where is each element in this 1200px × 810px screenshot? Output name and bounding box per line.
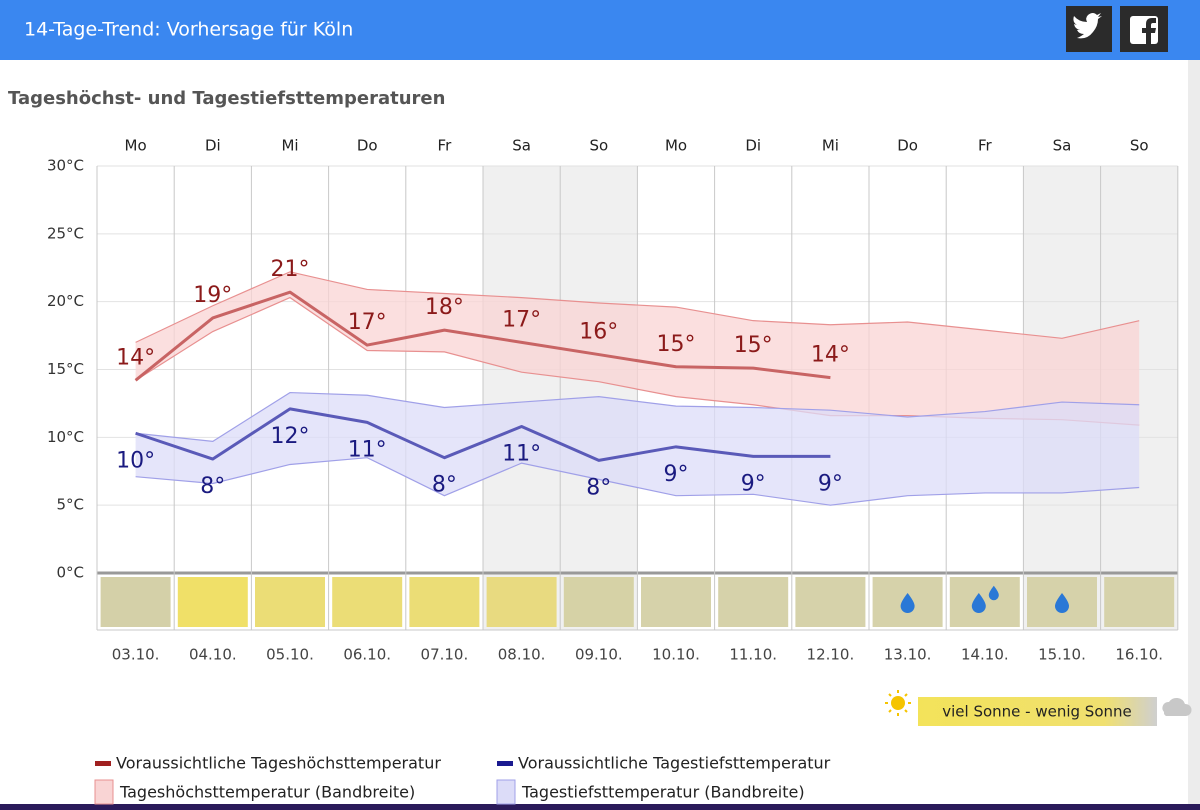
weekday-label: So	[589, 137, 608, 155]
date-label: 10.10.	[652, 646, 700, 664]
weekday-label: Do	[357, 137, 378, 155]
date-label: 09.10.	[575, 646, 623, 664]
legend-swatch	[496, 779, 516, 805]
weekday-label: Mo	[125, 137, 147, 155]
value-label: 19°	[193, 283, 232, 308]
sunshine-tile	[409, 577, 480, 627]
weekday-label: Sa	[512, 137, 531, 155]
weekday-label: Sa	[1053, 137, 1072, 155]
legend: Voraussichtliche Tageshöchsttemperatur Vo…	[94, 754, 831, 805]
band-upper	[135, 391, 1140, 443]
sunshine-tile	[177, 577, 248, 627]
weekday-label: Di	[205, 137, 221, 155]
value-label: 16°	[579, 320, 618, 345]
sunshine-tile	[563, 577, 634, 627]
value-label: 14°	[116, 345, 155, 370]
date-label: 06.10.	[343, 646, 391, 664]
legend-swatch	[497, 761, 513, 766]
band-area	[135, 271, 1140, 426]
sunshine-tile	[486, 577, 557, 627]
y-tick-label: 5°C	[56, 496, 84, 514]
value-label: 15°	[734, 333, 773, 358]
y-tick-label: 0°C	[56, 564, 84, 582]
band-area	[135, 392, 1140, 506]
date-label: 07.10.	[421, 646, 469, 664]
sunshine-legend	[885, 690, 1192, 726]
sunshine-legend-label: viel Sonne - wenig Sonne	[942, 703, 1132, 721]
value-label: 15°	[657, 332, 696, 357]
header-bar	[0, 0, 1200, 60]
facebook-button[interactable]	[1120, 6, 1168, 52]
y-tick-label: 30°C	[47, 157, 84, 175]
twitter-button[interactable]	[1066, 6, 1112, 52]
value-label: 8°	[586, 475, 611, 500]
weekday-label: Mi	[822, 137, 839, 155]
rain-drop	[971, 593, 986, 614]
value-label: 14°	[811, 343, 850, 368]
weekend-shade	[483, 166, 561, 630]
sunshine-tile	[100, 577, 171, 627]
series-line	[134, 290, 831, 382]
value-label: 18°	[425, 295, 464, 320]
date-label: 11.10.	[729, 646, 777, 664]
value-label: 12°	[271, 424, 310, 449]
rain-drop	[988, 585, 999, 601]
chart-title: Tageshöchst- und Tagestiefsttemperaturen	[8, 88, 445, 109]
value-label: 9°	[664, 462, 689, 487]
sunshine-tile	[718, 577, 789, 627]
weekday-label: Fr	[978, 137, 993, 155]
legend-swatch	[95, 761, 111, 766]
sunshine-tile	[641, 577, 711, 627]
weekday-label: So	[1130, 137, 1149, 155]
scrollbar	[1188, 60, 1200, 805]
date-label: 08.10.	[498, 646, 546, 664]
date-label: 14.10.	[961, 646, 1009, 664]
legend-label: Voraussichtliche Tagestiefsttemperatur	[518, 754, 831, 773]
date-label: 16.10.	[1115, 646, 1163, 664]
y-tick-label: 10°C	[47, 428, 84, 446]
plot: 0°C 5°C 10°C 15°C 20°C 25°C 30°C Mo 03.10. Di 04.1…	[47, 137, 1179, 664]
date-label: 15.10.	[1038, 646, 1086, 664]
sunshine-tile	[1104, 577, 1175, 627]
series-line	[135, 407, 831, 462]
weekday-label: Mi	[281, 137, 298, 155]
sunshine-tile	[795, 577, 866, 627]
sunshine-tile	[255, 577, 325, 627]
band-upper	[135, 271, 1140, 343]
value-label: 11°	[348, 437, 387, 462]
sunshine-tile	[949, 577, 1020, 627]
legend-swatch	[94, 779, 114, 805]
date-label: 13.10.	[884, 646, 932, 664]
value-label: 9°	[818, 471, 843, 496]
band-lower	[135, 457, 1140, 506]
value-label: 17°	[348, 310, 387, 335]
weekday-label: Di	[745, 137, 761, 155]
date-label: 04.10.	[189, 646, 237, 664]
legend-label: Tageshöchsttemperatur (Bandbreite)	[119, 783, 415, 802]
bottom-edge	[0, 804, 1200, 810]
weekday-label: Mo	[665, 137, 687, 155]
value-label: 10°	[116, 448, 155, 473]
rain-drop	[1055, 593, 1069, 613]
sunshine-tile	[332, 577, 403, 627]
legend-label: Voraussichtliche Tageshöchsttemperatur	[116, 754, 441, 773]
weekday-label: Do	[897, 137, 918, 155]
value-label: 11°	[502, 441, 541, 466]
date-label: 03.10.	[112, 646, 160, 664]
weekday-label: Fr	[438, 137, 453, 155]
date-label: 05.10.	[266, 646, 314, 664]
y-tick-label: 15°C	[47, 360, 84, 378]
y-tick-label: 20°C	[47, 292, 84, 310]
rain-drop	[900, 593, 915, 614]
header-title: 14-Tage-Trend: Vorhersage für Köln	[24, 19, 353, 41]
value-label: 8°	[200, 474, 225, 499]
value-label: 8°	[432, 473, 457, 498]
value-label: 21°	[271, 257, 310, 282]
y-tick-label: 25°C	[47, 224, 84, 242]
value-label: 9°	[741, 471, 766, 496]
legend-label: Tagestiefsttemperatur (Bandbreite)	[521, 783, 805, 802]
date-label: 12.10.	[807, 646, 855, 664]
value-label: 17°	[502, 307, 541, 332]
